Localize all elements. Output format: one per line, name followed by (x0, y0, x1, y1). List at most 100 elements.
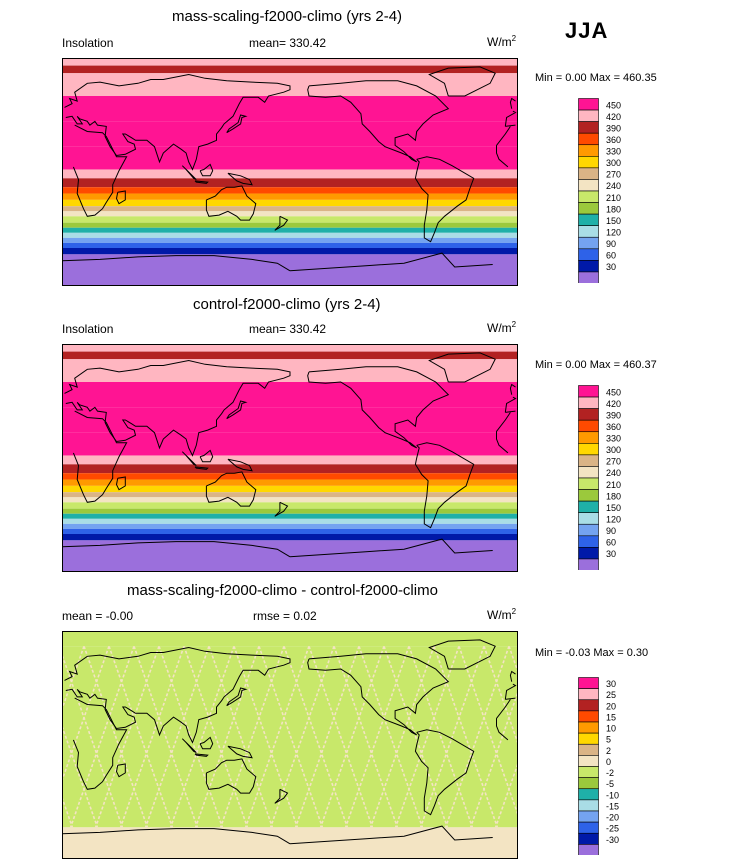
band-12 (62, 211, 518, 217)
colorbar-tick-label: 90 (606, 239, 616, 249)
colorbar-swatch (578, 523, 599, 537)
colorbar-swatch (578, 213, 599, 226)
colorbar-swatch (578, 385, 599, 398)
colorbar-tick-label: 420 (606, 399, 621, 409)
colorbar-swatch (578, 500, 599, 513)
panel-3-map (62, 631, 518, 859)
colorbar-tick-label: 300 (606, 158, 621, 168)
band-17 (62, 523, 518, 529)
band-9 (62, 193, 518, 200)
colorbar-tick-label: 210 (606, 480, 621, 490)
coastline-13 (115, 190, 126, 205)
coastline-0 (307, 366, 450, 449)
coastline-7 (181, 451, 197, 467)
colorbar-tick-label: 450 (606, 100, 621, 110)
coastline-5 (205, 185, 257, 221)
panel-2-map (62, 344, 518, 572)
coastline-2 (414, 156, 475, 243)
band-11 (62, 492, 518, 498)
colorbar-tick-label: -25 (606, 824, 619, 834)
colorbar-tick-label: 120 (606, 227, 621, 237)
panel-2-units: W/m2 (487, 320, 517, 335)
bands (62, 631, 518, 859)
colorbar-tick-label: 450 (606, 387, 621, 397)
colorbar-tick-label: 120 (606, 514, 621, 524)
band-10 (62, 485, 518, 493)
colorbar-tick-label: -5 (606, 779, 614, 789)
coastline-9 (227, 745, 253, 759)
colorbar-swatch (578, 832, 599, 845)
colorbar-swatch (578, 710, 599, 723)
band-19 (62, 248, 518, 255)
coastline-5 (205, 758, 257, 794)
colorbar-swatch (578, 156, 599, 169)
colorbar-swatch (578, 225, 599, 238)
colorbar-swatch (578, 167, 599, 180)
colorbar-swatch (578, 466, 599, 479)
band-0 (62, 344, 518, 352)
colorbar-tick-label: 330 (606, 434, 621, 444)
coastline-13 (115, 763, 126, 778)
band-13 (62, 216, 518, 223)
colorbar-tick-label: 5 (606, 735, 611, 745)
band-8 (62, 187, 518, 194)
coastline-11 (226, 114, 248, 134)
coastline-0 (307, 653, 450, 736)
colorbar-tick-label: -15 (606, 801, 619, 811)
map-frame (62, 58, 518, 286)
coastline-11 (226, 687, 248, 707)
band-4 (62, 407, 518, 433)
band-7 (62, 178, 518, 188)
colorbar-tick-label: 360 (606, 422, 621, 432)
coastline-11 (226, 400, 248, 420)
colorbar-tick-label: 270 (606, 457, 621, 467)
panel-2-title: control-f2000-climo (yrs 2-4) (193, 296, 381, 313)
colorbar-tick-label: 60 (606, 251, 616, 261)
band-7 (62, 464, 518, 474)
band-20 (62, 254, 518, 286)
band-3 (62, 96, 518, 122)
band-14 (62, 222, 518, 228)
colorbar-tick-label: 390 (606, 123, 621, 133)
colorbar-tick-label: 150 (606, 503, 621, 513)
band-20 (62, 540, 518, 572)
band-2 (62, 359, 518, 382)
coastline-7 (181, 165, 197, 181)
band-2 (62, 827, 518, 859)
coastline-6 (62, 825, 493, 845)
coastline-9 (227, 172, 253, 186)
panel-2-minmax: Min = 0.00 Max = 460.37 (535, 359, 657, 371)
coastline-0 (307, 80, 450, 163)
colorbar-swatch (578, 454, 599, 467)
panel-3-rmse: rmse = 0.02 (253, 609, 317, 623)
colorbar-swatch (578, 755, 599, 767)
colorbar-swatch (578, 788, 599, 801)
panel-3-title: mass-scaling-f2000-climo - control-f2000… (127, 582, 438, 599)
colorbar-swatch (578, 799, 599, 812)
colorbar-swatch (578, 535, 599, 548)
colorbar-swatch (578, 743, 599, 756)
panel-3-minmax: Min = -0.03 Max = 0.30 (535, 647, 649, 659)
coastlines (62, 66, 517, 272)
coastline-2 (414, 442, 475, 529)
colorbar-tick-label: 210 (606, 193, 621, 203)
colorbar-tick-label: 25 (606, 690, 616, 700)
colorbar-tick-label: 390 (606, 410, 621, 420)
colorbar-swatch (578, 810, 599, 823)
panel-1-map (62, 58, 518, 286)
coastline-4 (64, 646, 517, 744)
colorbar-swatch (578, 271, 599, 283)
colorbar-swatch (578, 98, 599, 111)
coastline-10 (194, 466, 209, 470)
colorbar-tick-label: 30 (606, 262, 616, 272)
colorbar-swatch (578, 408, 599, 421)
coastline-10 (194, 753, 209, 757)
coastlines (62, 352, 517, 558)
coastline-6 (62, 252, 493, 272)
bands (62, 58, 518, 286)
colorbar-tick-label: -2 (606, 768, 614, 778)
colorbar-tick-label: 330 (606, 147, 621, 157)
colorbar-tick-label: 270 (606, 170, 621, 180)
